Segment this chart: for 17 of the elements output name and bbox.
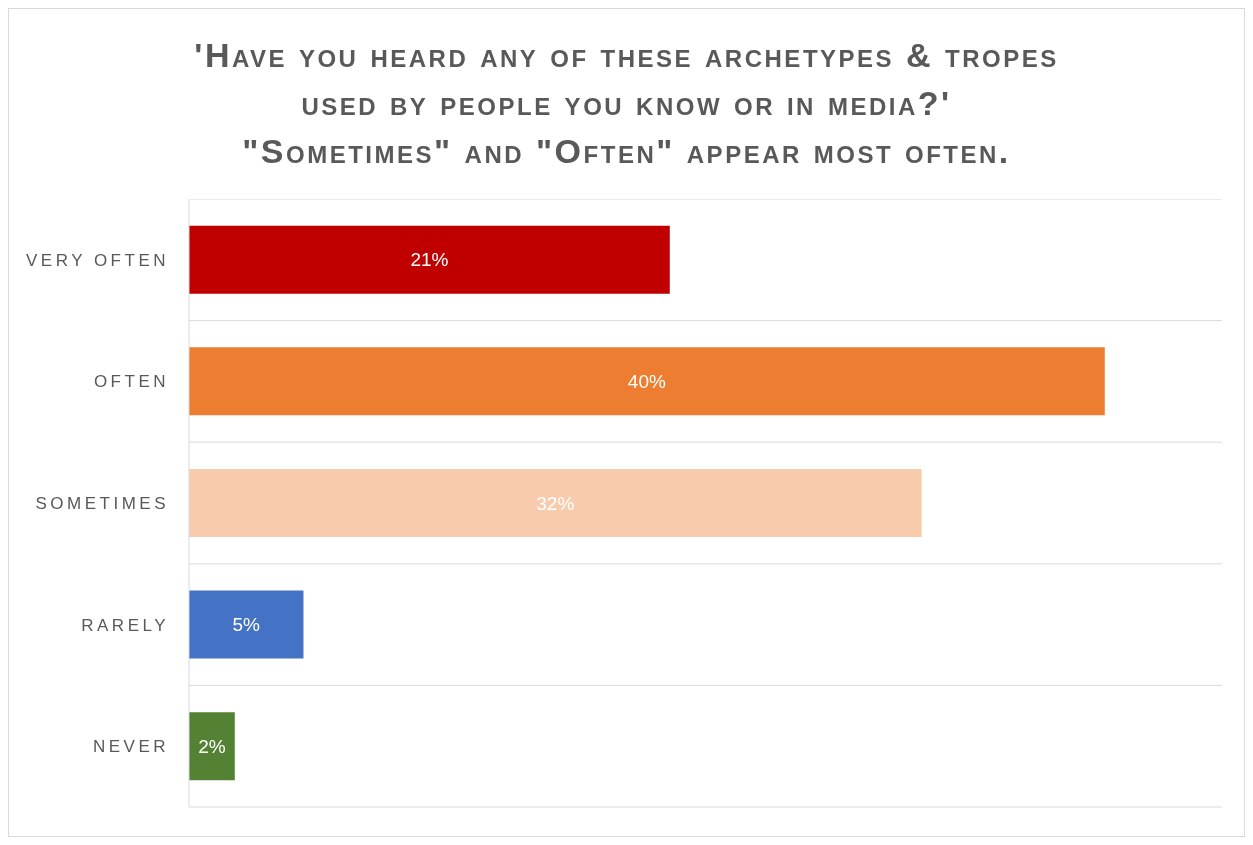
bar [189,712,235,781]
data-label: 32% [536,492,575,514]
chart-subtitle: "Sometimes" and "Often" appear most often. [241,131,1012,172]
y-tick-label: SOMETIMES [35,494,169,514]
y-tick-label: OFTEN [93,372,169,392]
bar [189,347,1105,416]
bar [189,225,670,294]
bar [189,468,922,537]
data-label: 5% [232,614,261,636]
data-label: 2% [198,735,226,757]
bar [189,590,304,659]
y-tick-label: NEVER [92,737,169,757]
y-tick-label: RARELY [81,615,169,635]
data-label: 21% [410,249,449,271]
data-label: 40% [627,371,667,393]
chart-title: 'Have you heard any of these archetypes & tropes used by people you know or in media?' [193,35,1060,124]
y-tick-label: VERY OFTEN [25,250,169,270]
